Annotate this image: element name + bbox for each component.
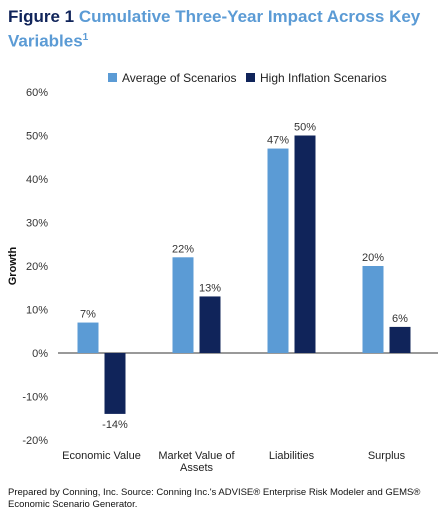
y-tick-label: 30% bbox=[26, 218, 48, 230]
y-tick-label: 0% bbox=[32, 348, 48, 360]
source-note: Prepared by Conning, Inc. Source: Connin… bbox=[8, 487, 421, 510]
bar bbox=[362, 266, 384, 353]
y-tick-label: 10% bbox=[26, 305, 48, 317]
data-label: -14% bbox=[102, 419, 128, 431]
y-tick-label: 60% bbox=[26, 87, 48, 99]
y-tick-label: -20% bbox=[22, 435, 48, 447]
bar bbox=[267, 148, 289, 353]
bar bbox=[294, 135, 316, 353]
data-label: 6% bbox=[392, 313, 408, 325]
bar bbox=[77, 322, 99, 353]
bar bbox=[199, 296, 221, 353]
figure-title: Figure 1 Cumulative Three-Year Impact Ac… bbox=[8, 6, 438, 52]
y-tick-label: 20% bbox=[26, 261, 48, 273]
legend-label: Average of Scenarios bbox=[122, 71, 237, 85]
x-tick-label: Economic Value bbox=[62, 450, 141, 462]
x-tick-label: Liabilities bbox=[269, 450, 315, 462]
legend-label: High Inflation Scenarios bbox=[260, 71, 387, 85]
bar bbox=[104, 353, 126, 414]
legend-swatch bbox=[246, 73, 255, 82]
data-label: 7% bbox=[80, 309, 96, 321]
data-label: 22% bbox=[172, 243, 194, 255]
data-label: 47% bbox=[267, 135, 289, 147]
legend-swatch bbox=[108, 73, 117, 82]
data-label: 50% bbox=[294, 122, 316, 134]
figure-title-text: Cumulative Three-Year Impact Across Key … bbox=[8, 7, 421, 51]
x-tick-label: Market Value of bbox=[158, 450, 235, 462]
bar bbox=[389, 326, 411, 353]
data-label: 20% bbox=[362, 252, 384, 264]
y-tick-label: -10% bbox=[22, 392, 48, 404]
bar-chart: -20% -10% 0% 10% 20% 30% 40% 50% 60% Growth Averag… bbox=[7, 71, 438, 474]
y-axis-label: Growth bbox=[7, 246, 19, 285]
y-tick-label: 40% bbox=[26, 174, 48, 186]
y-tick-label: 50% bbox=[26, 131, 48, 143]
data-label: 13% bbox=[199, 282, 221, 294]
x-tick-label: Assets bbox=[180, 462, 214, 474]
bar bbox=[172, 257, 194, 353]
figure-label: Figure 1 bbox=[8, 7, 75, 26]
x-tick-label: Surplus bbox=[368, 450, 406, 462]
footnote-mark: 1 bbox=[82, 32, 89, 43]
